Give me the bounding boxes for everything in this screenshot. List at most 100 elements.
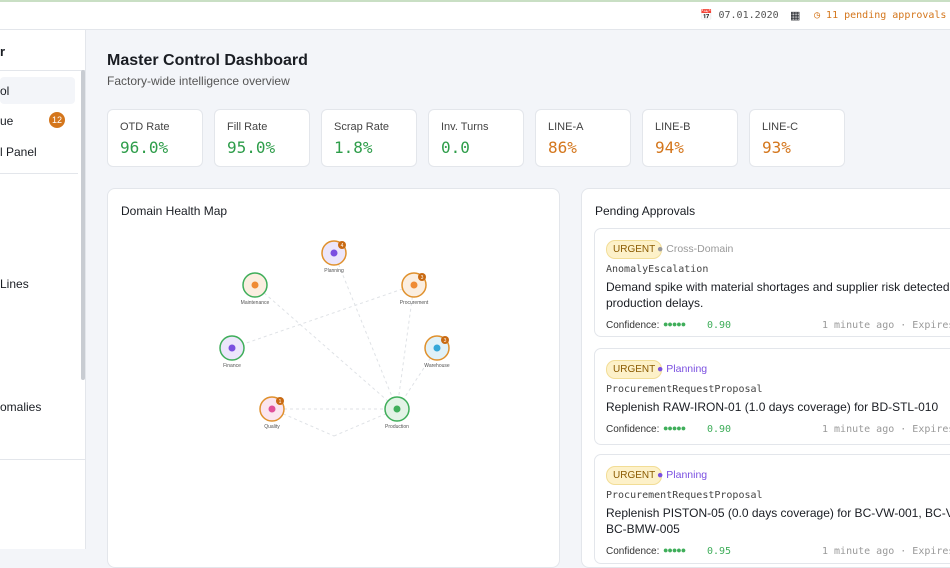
priority-badge: URGENT: [606, 360, 663, 379]
node-label: Maintenance: [241, 300, 270, 306]
scrollbar[interactable]: [81, 70, 85, 380]
node-badge: [276, 397, 284, 405]
confidence: 0.95: [707, 546, 732, 557]
top-bar: 📅 07.01.2020 ▦ ◷ 11 pending approvals: [0, 0, 950, 30]
node-core: [393, 405, 401, 413]
confidence-label: Confidence:: [606, 424, 660, 435]
kpi-label: LINE-A: [548, 121, 584, 133]
page-title: Master Control Dashboard: [107, 52, 308, 69]
calendar-icon[interactable]: ▦: [790, 10, 801, 22]
panel-title: Pending Approvals: [595, 204, 696, 218]
node-label: Quality: [264, 424, 280, 430]
description: production delays.: [606, 296, 704, 310]
kpi-card: OTD Rate 96.0%: [107, 109, 203, 167]
kpi-label: OTD Rate: [120, 121, 170, 133]
description: BC-BMW-005: [606, 522, 680, 536]
confidence-dots: ●●●●●: [663, 423, 686, 433]
nav-item: l Panel: [0, 145, 37, 159]
node-badge: [338, 241, 346, 249]
domain-name: Planning: [666, 363, 708, 375]
node-label: Planning: [324, 268, 344, 274]
node-core: [251, 281, 259, 289]
confidence-dots: ●●●●●: [663, 545, 686, 555]
kpi-value: 1.8%: [334, 138, 373, 157]
health-map: Planning 4 Maintenance Procurement 3 Finance W…: [219, 240, 450, 437]
edge: [231, 284, 415, 349]
nav-item: Lines: [0, 277, 29, 291]
confidence-dots: ●●●●●: [663, 319, 686, 329]
node-label: Warehouse: [424, 363, 450, 369]
kpi-card: LINE-B 94%: [642, 109, 738, 167]
node-core: [268, 405, 276, 413]
kpi-value: 95.0%: [227, 138, 276, 157]
approval-card[interactable]: URGENT ● Cross-Domain AnomalyEscalation Dem…: [594, 228, 950, 337]
node-badge-count: 3: [421, 275, 424, 281]
date-field[interactable]: 📅 07.01.2020: [700, 10, 779, 21]
confidence-label: Confidence:: [606, 546, 660, 557]
node-core: [433, 344, 441, 352]
domain-name: Cross-Domain: [666, 243, 734, 255]
kpi-card: Inv. Turns 0.0: [428, 109, 524, 167]
kpi-card: LINE-C 93%: [749, 109, 845, 167]
edge: [396, 284, 415, 410]
confidence: 0.90: [707, 424, 732, 435]
page-subtitle: Factory-wide intelligence overview: [107, 74, 290, 88]
description: Replenish PISTON-05 (0.0 days coverage) …: [606, 506, 950, 520]
kpi-value: 86%: [548, 138, 577, 157]
kpi-value: 0.0: [441, 138, 470, 157]
priority-badge: URGENT: [606, 240, 663, 259]
nav-item: ue: [0, 114, 14, 128]
node-badge-count: 1: [279, 399, 282, 405]
health-map-panel: Domain Health Map Planning 4 Maintenance Pr…: [107, 188, 560, 568]
edge: [254, 284, 398, 410]
timestamp: 1 minute ago · Expires: [822, 546, 950, 557]
sidebar: r ol ue 12 l Panel Lines omalies: [0, 30, 86, 549]
approval-card[interactable]: URGENT ● Planning ProcurementRequestPropos…: [594, 454, 950, 564]
node-badge: [441, 336, 449, 344]
kpi-value: 96.0%: [120, 138, 169, 157]
confidence-label: Confidence:: [606, 320, 660, 331]
edge: [271, 408, 335, 437]
kpi-card: Fill Rate 95.0%: [214, 109, 310, 167]
node-core: [410, 281, 418, 289]
pending-count: 11 pending approvals: [826, 10, 947, 21]
node-label: Finance: [223, 363, 241, 369]
pending-link[interactable]: ◷ 11 pending approvals: [814, 10, 947, 21]
type: ProcurementRequestProposal: [606, 384, 763, 395]
sidebar-title: r: [0, 44, 6, 59]
approval-card[interactable]: URGENT ● Planning ProcurementRequestPropos…: [594, 348, 950, 445]
domain-name: Planning: [666, 469, 708, 481]
node-badge-count: 3: [444, 338, 447, 344]
kpi-value: 93%: [762, 138, 791, 157]
kpi-label: Fill Rate: [227, 121, 268, 133]
kpi-card: Scrap Rate 1.8%: [321, 109, 417, 167]
kpi-label: LINE-C: [762, 121, 799, 133]
kpi-label: Scrap Rate: [334, 121, 390, 133]
domain: ● Planning: [657, 363, 708, 375]
node-badge-count: 4: [341, 243, 344, 249]
domain: ● Cross-Domain: [657, 243, 734, 255]
date: 07.01.2020: [718, 10, 779, 21]
timestamp: 1 minute ago · Expires: [822, 424, 950, 435]
nav-badge: 12: [49, 112, 65, 128]
edge: [333, 252, 398, 410]
confidence: 0.90: [707, 320, 732, 331]
node-label: Procurement: [400, 300, 429, 306]
kpi-label: LINE-B: [655, 121, 691, 133]
type: AnomalyEscalation: [606, 264, 709, 275]
domain: ● Planning: [657, 469, 708, 481]
priority-badge: URGENT: [606, 466, 663, 485]
node-badge: [418, 273, 426, 281]
node-label: Production: [385, 424, 409, 430]
kpi-card: LINE-A 86%: [535, 109, 631, 167]
panel-title: Domain Health Map: [121, 204, 228, 218]
type: ProcurementRequestProposal: [606, 490, 763, 501]
node-core: [228, 344, 236, 352]
description: Demand spike with material shortages and…: [606, 280, 950, 294]
timestamp: 1 minute ago · Expires: [822, 320, 950, 331]
description: Replenish RAW-IRON-01 (1.0 days coverage…: [606, 400, 939, 414]
nav-item: ol: [0, 84, 10, 98]
nav-item: omalies: [0, 400, 42, 414]
node-core: [330, 249, 338, 257]
